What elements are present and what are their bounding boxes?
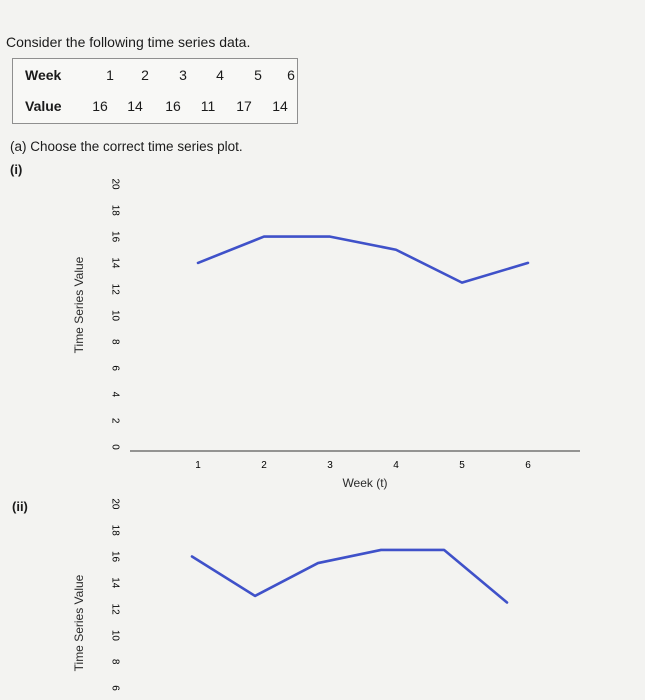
y-tick-label: 18: [110, 205, 121, 217]
x-tick-label: 4: [393, 460, 399, 471]
table-cell-week: 2: [141, 67, 149, 83]
table-cell-value: 16: [92, 98, 108, 114]
option-i-label: (i): [10, 162, 23, 177]
table-cell-value: 11: [200, 98, 216, 114]
time-series-table: Week 1 2 3 4 5 6 Value 16 14 16 11 17 14: [12, 58, 298, 124]
y-tick-label: 16: [110, 551, 121, 563]
table-cell-week: 3: [179, 67, 187, 83]
table-row-week: Week 1 2 3 4 5 6: [13, 67, 297, 89]
table-cell-week: 5: [254, 67, 262, 83]
table-cell-value: 16: [165, 98, 181, 114]
y-tick-label: 14: [110, 257, 121, 269]
x-tick-label: 6: [525, 460, 531, 471]
chart-option-ii[interactable]: Time Series Value 6 8 10 12 14 16 18 20: [0, 498, 645, 700]
y-tick-label: 0: [110, 444, 121, 450]
x-tick-label: 2: [261, 460, 267, 471]
y-tick-label: 10: [110, 630, 121, 642]
y-axis-label: Time Series Value: [72, 256, 86, 353]
x-axis-label: Week (t): [342, 476, 387, 490]
y-tick-label: 16: [110, 231, 121, 243]
y-tick-label: 12: [110, 284, 121, 296]
y-tick-label: 8: [110, 659, 121, 665]
table-header-value: Value: [25, 98, 62, 114]
y-tick-label: 20: [110, 498, 121, 510]
table-cell-week: 6: [287, 67, 295, 83]
question-intro: Consider the following time series data.: [6, 34, 251, 50]
table-cell-week: 1: [106, 67, 114, 83]
y-tick-label: 12: [110, 604, 121, 616]
y-tick-label: 14: [110, 577, 121, 589]
y-tick-label: 4: [110, 392, 121, 398]
y-tick-label: 10: [110, 310, 121, 322]
y-tick-label: 20: [110, 178, 121, 190]
option-ii-label: (ii): [12, 499, 28, 514]
series-line: [196, 235, 530, 284]
y-tick-label: 2: [110, 418, 121, 424]
table-cell-week: 4: [216, 67, 224, 83]
y-axis-label: Time Series Value: [72, 574, 86, 671]
y-tick-label: 8: [110, 339, 121, 345]
table-cell-value: 14: [272, 98, 288, 114]
table-row-value: Value 16 14 16 11 17 14: [13, 98, 297, 120]
x-tick-label: 1: [195, 460, 201, 471]
part-a-prompt: (a) Choose the correct time series plot.: [10, 139, 243, 154]
y-tick-label: 6: [110, 365, 121, 371]
x-tick-label: 5: [459, 460, 465, 471]
table-cell-value: 14: [127, 98, 143, 114]
table-cell-value: 17: [236, 98, 252, 114]
y-tick-label: 6: [110, 685, 121, 691]
table-header-week: Week: [25, 67, 62, 83]
series-line: [190, 548, 509, 604]
x-tick-label: 3: [327, 460, 333, 471]
y-tick-label: 18: [110, 525, 121, 537]
